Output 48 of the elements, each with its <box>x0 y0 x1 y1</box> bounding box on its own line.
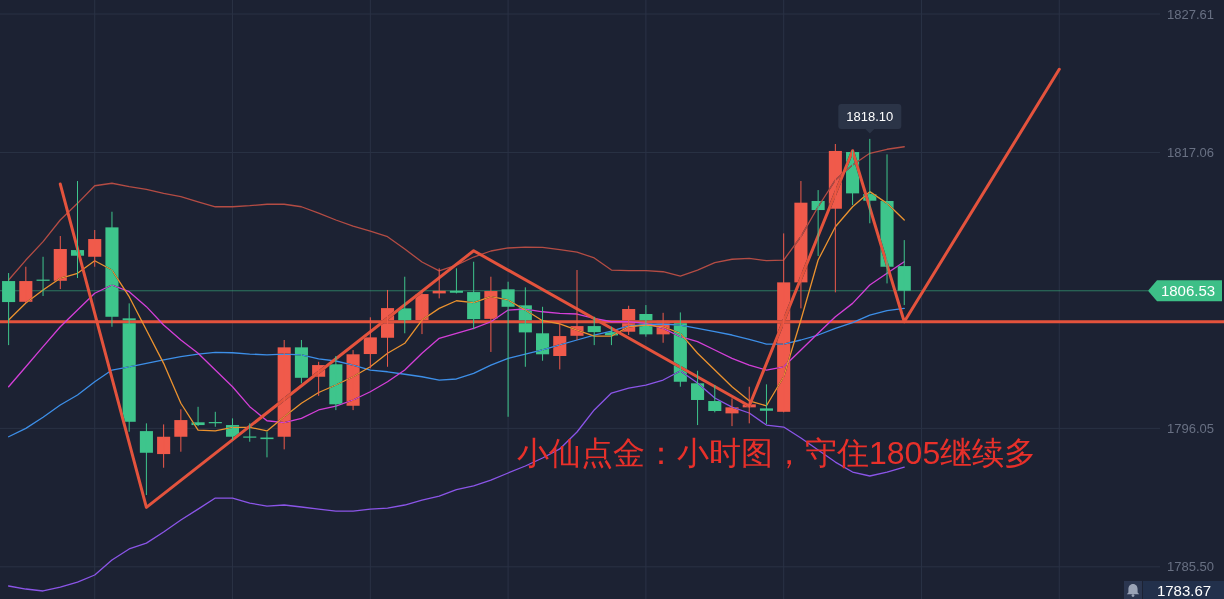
candlestick <box>880 153 894 284</box>
candlestick <box>622 305 636 336</box>
candlestick <box>673 311 687 388</box>
y-tick-label: 1796.05 <box>1167 420 1214 436</box>
candlestick <box>53 235 67 290</box>
y-tick-label: 1785.50 <box>1167 559 1214 575</box>
candlestick <box>277 339 291 450</box>
candlestick <box>225 417 240 441</box>
candlestick <box>863 138 877 224</box>
candlestick <box>380 289 395 368</box>
candlestick <box>518 286 532 368</box>
candlestick <box>415 289 429 335</box>
candlestick <box>19 266 33 304</box>
annotation: 1783.67 <box>1156 581 1212 599</box>
candlestick <box>467 261 481 330</box>
candlestick <box>846 150 860 206</box>
ref-line-label: 1806.53 <box>1160 282 1216 300</box>
candlestick <box>777 232 791 413</box>
line-series <box>7 307 905 438</box>
candlestick <box>553 322 567 370</box>
candlestick <box>725 397 739 427</box>
candlestick <box>312 361 326 397</box>
candlestick <box>536 306 550 362</box>
annotation: 1818.10 <box>846 108 894 124</box>
candlestick <box>88 229 102 268</box>
candlestick <box>294 339 308 384</box>
candlestick <box>105 211 119 328</box>
y-tick-label: 1827.61 <box>1167 6 1214 22</box>
candlestick <box>708 384 722 413</box>
candlestick <box>449 267 463 294</box>
candlestick <box>70 180 85 279</box>
candlestick <box>139 422 153 496</box>
candlestick <box>570 269 584 341</box>
candlestick <box>157 423 171 469</box>
candlestick <box>2 272 16 346</box>
y-tick-label: 1817.06 <box>1167 145 1214 161</box>
candlestick <box>742 386 756 424</box>
candlestick <box>122 302 136 433</box>
candlestick <box>828 143 842 293</box>
candlestick <box>897 239 911 306</box>
candlestick <box>398 276 412 334</box>
candlestick <box>691 370 705 426</box>
candlestick <box>243 422 257 443</box>
candlestick <box>587 316 601 346</box>
candlestick <box>363 316 377 369</box>
candlestick <box>191 406 205 427</box>
candlestick <box>759 383 774 425</box>
line-series <box>7 261 905 424</box>
